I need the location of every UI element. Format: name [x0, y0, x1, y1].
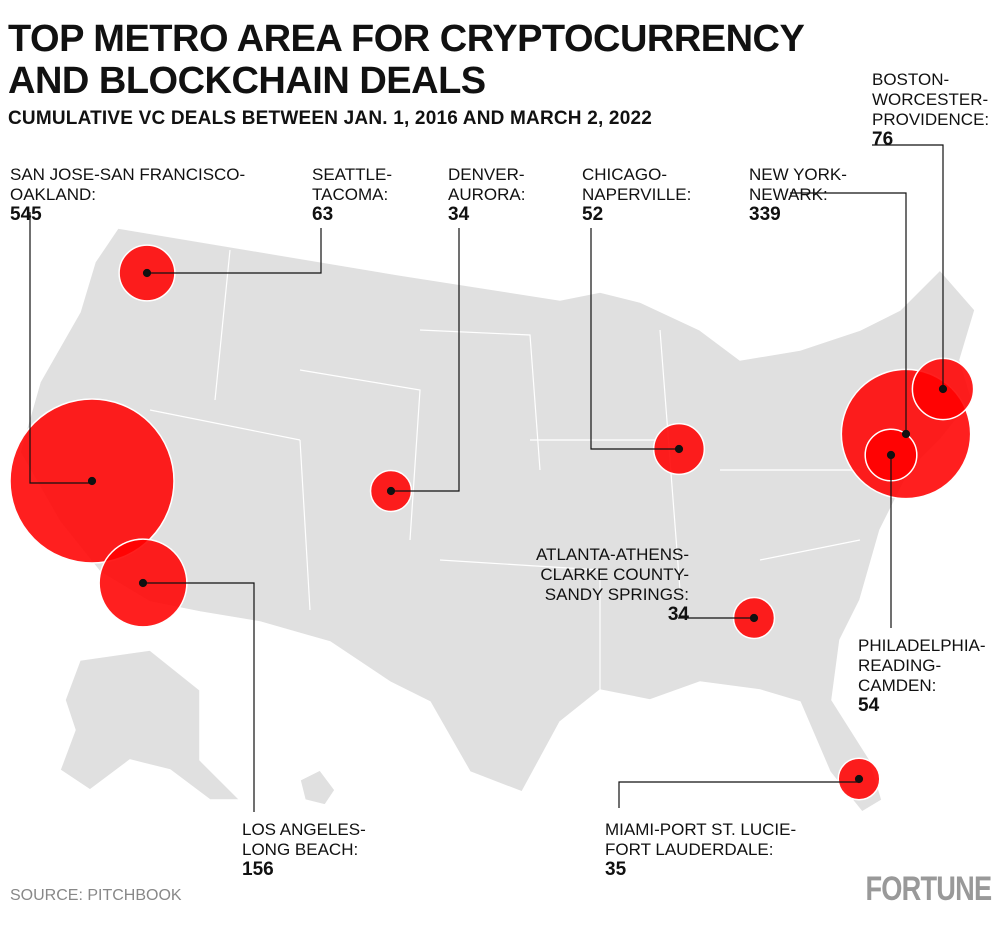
chart-title: TOP METRO AREA FOR CRYPTOCURRENCY AND BLO…: [8, 18, 805, 102]
title-line-1: TOP METRO AREA FOR CRYPTOCURRENCY: [8, 18, 805, 60]
metro-dot: [142, 268, 152, 278]
metro-dot: [886, 450, 896, 460]
metro-label: NEW YORK- NEWARK: 339: [749, 165, 869, 225]
metro-name: DENVER- AURORA:: [448, 165, 526, 204]
metro-dot: [901, 429, 911, 439]
metro-name: CHICAGO- NAPERVILLE:: [582, 165, 692, 204]
leader-line: [872, 144, 944, 389]
metro-name: LOS ANGELES- LONG BEACH:: [242, 820, 366, 859]
metro-label: MIAMI-PORT ST. LUCIE- FORT LAUDERDALE: 35: [605, 820, 835, 880]
metro-dot: [87, 476, 97, 486]
metro-name: ATLANTA-ATHENS- CLARKE COUNTY- SANDY SPRIN…: [535, 545, 689, 604]
source-note: SOURCE: PITCHBOOK: [10, 887, 182, 904]
hawaii: [299, 769, 336, 806]
metro-deals: 76: [872, 129, 894, 150]
metro-dot: [138, 578, 148, 588]
leader-line: [147, 228, 322, 274]
metro-label: PHILADELPHIA- READING- CAMDEN: 54: [858, 636, 1001, 716]
fortune-logo: FORTUNE: [865, 870, 992, 908]
leader-line: [143, 582, 255, 812]
leader-line: [29, 212, 92, 484]
us-map: [19, 227, 976, 813]
metro-deals: 339: [749, 204, 781, 225]
leader-line: [618, 781, 859, 808]
metro-deals: 35: [605, 859, 627, 880]
metro-name: PHILADELPHIA- READING- CAMDEN:: [858, 636, 986, 695]
metro-deals: 54: [858, 695, 880, 716]
metro-name: NEW YORK- NEWARK:: [749, 165, 847, 204]
leader-line: [590, 228, 679, 450]
title-line-2: AND BLOCKCHAIN DEALS: [8, 60, 486, 102]
metro-label: ATLANTA-ATHENS- CLARKE COUNTY- SANDY SPRIN…: [509, 545, 689, 625]
metro-deals: 156: [242, 859, 274, 880]
metro-label: SAN JOSE-SAN FRANCISCO- OAKLAND: 545: [10, 165, 270, 225]
metro-name: SEATTLE- TACOMA:: [312, 165, 392, 204]
leader-line: [391, 228, 460, 492]
metro-name: BOSTON- WORCESTER- PROVIDENCE:: [872, 70, 990, 129]
metro-label: CHICAGO- NAPERVILLE: 52: [582, 165, 742, 225]
metro-dot: [854, 774, 864, 784]
metro-name: SAN JOSE-SAN FRANCISCO- OAKLAND:: [10, 165, 246, 204]
metro-deals: 34: [667, 604, 689, 625]
alaska: [59, 649, 242, 801]
metro-deals: 52: [582, 204, 604, 225]
metro-label: BOSTON- WORCESTER- PROVIDENCE: 76: [872, 70, 1001, 150]
metro-deals: 34: [448, 204, 470, 225]
metro-dot: [749, 613, 759, 623]
metro-dot: [938, 384, 948, 394]
metro-dot: [386, 486, 396, 496]
leader-line: [790, 192, 907, 434]
metro-deals: 63: [312, 204, 334, 225]
chart-subtitle: CUMULATIVE VC DEALS BETWEEN JAN. 1, 2016…: [8, 108, 652, 129]
metro-dot: [674, 444, 684, 454]
metro-deals: 545: [10, 204, 42, 225]
metro-label: SEATTLE- TACOMA: 63: [312, 165, 432, 225]
metro-name: MIAMI-PORT ST. LUCIE- FORT LAUDERDALE:: [605, 820, 797, 859]
metro-label: LOS ANGELES- LONG BEACH: 156: [242, 820, 402, 880]
metro-label: DENVER- AURORA: 34: [448, 165, 568, 225]
